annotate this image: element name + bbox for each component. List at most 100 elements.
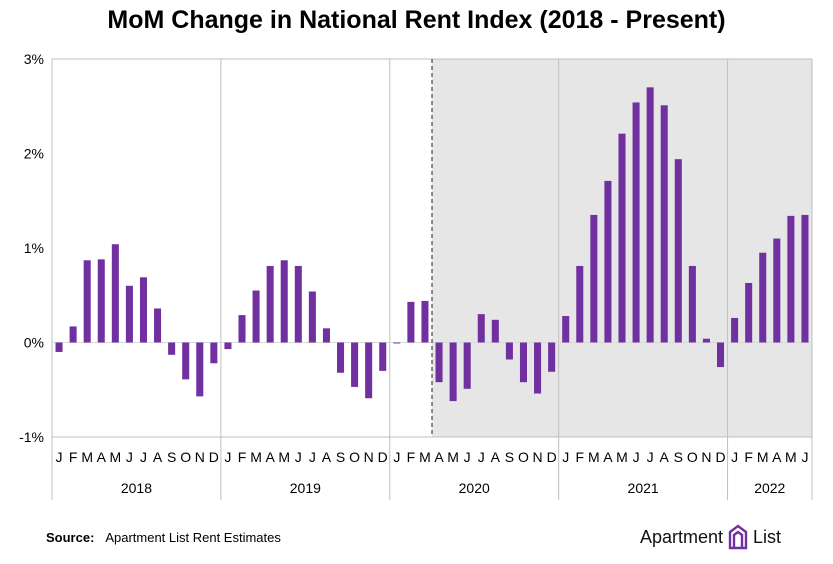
bar [519, 342, 527, 383]
apartment-list-logo: Apartment List [640, 524, 781, 550]
bar [83, 260, 91, 343]
x-month-label: J [801, 449, 808, 465]
y-tick-label: 0% [24, 335, 44, 351]
bar [280, 260, 288, 343]
x-month-label: M [278, 449, 290, 465]
bar [393, 342, 401, 344]
bar [111, 244, 119, 343]
bar [168, 342, 176, 355]
bar [365, 342, 373, 399]
bar [759, 252, 767, 343]
x-month-label: J [562, 449, 569, 465]
bar [252, 290, 260, 343]
logo-text-left: Apartment [640, 526, 724, 547]
bar [773, 238, 781, 343]
x-month-label: F [575, 449, 584, 465]
x-month-label: A [97, 449, 107, 465]
y-tick-label: -1% [19, 429, 44, 445]
x-month-label: J [464, 449, 471, 465]
x-month-label: S [167, 449, 176, 465]
x-month-label: A [772, 449, 782, 465]
bar [745, 282, 753, 343]
bar [702, 338, 710, 343]
x-month-label: N [195, 449, 205, 465]
x-month-label: S [505, 449, 514, 465]
x-month-label: D [378, 449, 388, 465]
bar [351, 342, 359, 387]
x-month-label: A [265, 449, 275, 465]
bar [576, 265, 584, 343]
x-year-label: 2022 [754, 480, 785, 496]
x-month-label: A [153, 449, 163, 465]
x-month-label: O [687, 449, 698, 465]
bar [731, 317, 739, 343]
bar [717, 342, 725, 368]
x-month-label: A [322, 449, 332, 465]
x-month-label: M [419, 449, 431, 465]
bar [463, 342, 471, 389]
x-month-label: N [532, 449, 542, 465]
x-month-label: F [69, 449, 78, 465]
bar [674, 159, 682, 343]
bar [407, 301, 415, 343]
x-year-label: 2021 [628, 480, 659, 496]
bar [210, 342, 218, 364]
x-month-label: F [238, 449, 247, 465]
bar [660, 105, 668, 343]
bar [421, 300, 429, 343]
bar [505, 342, 513, 360]
logo-mark-icon [728, 524, 748, 550]
x-month-label: A [434, 449, 444, 465]
x-month-label: N [701, 449, 711, 465]
x-month-label: A [660, 449, 670, 465]
x-month-label: J [633, 449, 640, 465]
bar [604, 180, 612, 343]
x-month-label: O [518, 449, 529, 465]
x-month-label: J [126, 449, 133, 465]
bar [69, 326, 77, 343]
y-tick-label: 3% [24, 51, 44, 67]
x-month-label: J [56, 449, 63, 465]
x-month-label: D [209, 449, 219, 465]
bar [337, 342, 345, 373]
bar [449, 342, 457, 402]
x-month-label: M [785, 449, 797, 465]
x-month-label: J [478, 449, 485, 465]
bar [646, 87, 654, 343]
bar [238, 315, 246, 343]
x-month-label: F [407, 449, 416, 465]
x-month-label: M [447, 449, 459, 465]
x-month-label: F [744, 449, 753, 465]
bar [548, 342, 556, 372]
x-month-label: J [224, 449, 231, 465]
x-year-label: 2018 [121, 480, 152, 496]
bar [182, 342, 190, 380]
bar [688, 265, 696, 343]
bar [294, 265, 302, 343]
bar [435, 342, 443, 383]
x-month-label: A [603, 449, 613, 465]
x-month-label: M [81, 449, 93, 465]
bar [139, 277, 147, 343]
x-month-label: S [674, 449, 683, 465]
source-text: Apartment List Rent Estimates [105, 530, 281, 545]
bar [787, 215, 795, 343]
x-month-label: J [393, 449, 400, 465]
source-note: Source: Apartment List Rent Estimates [46, 530, 281, 545]
bar [801, 214, 809, 343]
bar [154, 308, 162, 343]
bar [125, 285, 133, 343]
bar [632, 102, 640, 343]
x-month-label: O [349, 449, 360, 465]
x-month-label: A [491, 449, 501, 465]
bar [618, 133, 626, 343]
y-tick-label: 2% [24, 146, 44, 162]
x-month-label: J [309, 449, 316, 465]
logo-text-right: List [753, 526, 782, 547]
bar [590, 214, 598, 343]
y-tick-label: 1% [24, 240, 44, 256]
x-month-label: M [250, 449, 262, 465]
source-label: Source: [46, 530, 95, 545]
x-year-label: 2020 [459, 480, 490, 496]
bar [379, 342, 387, 371]
